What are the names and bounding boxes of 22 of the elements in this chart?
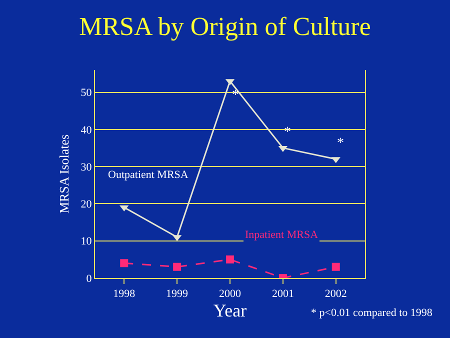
point <box>173 262 182 271</box>
x-axis-title: Year <box>213 300 247 320</box>
annotation: * <box>337 136 344 151</box>
y-tick-label: 50 <box>80 87 92 100</box>
point <box>226 255 234 264</box>
x-tick-label: 2000 <box>219 288 242 300</box>
x-tick-label: 2001 <box>272 288 294 300</box>
y-tick-label: 30 <box>80 161 92 174</box>
y-tick-label: 20 <box>80 198 92 211</box>
x-tick-label: 1999 <box>166 288 189 300</box>
point <box>332 262 340 271</box>
y-tick-label: 10 <box>80 236 92 248</box>
x-tick-label: 1998 <box>113 288 136 300</box>
y-axis-title: MRSA Isolates <box>56 134 72 214</box>
y-tick-label: 40 <box>80 124 92 136</box>
point <box>120 259 128 268</box>
chart-title: MRSA by Origin of Culture <box>79 12 371 42</box>
text: * p<0.01 compared to 1998 <box>311 307 433 319</box>
series-label: Inpatient MRSA <box>245 229 318 241</box>
y-tick-label: 0 <box>86 272 92 285</box>
x-tick-label: 2002 <box>324 288 347 300</box>
series-label: Outpatient MRSA <box>108 169 188 181</box>
